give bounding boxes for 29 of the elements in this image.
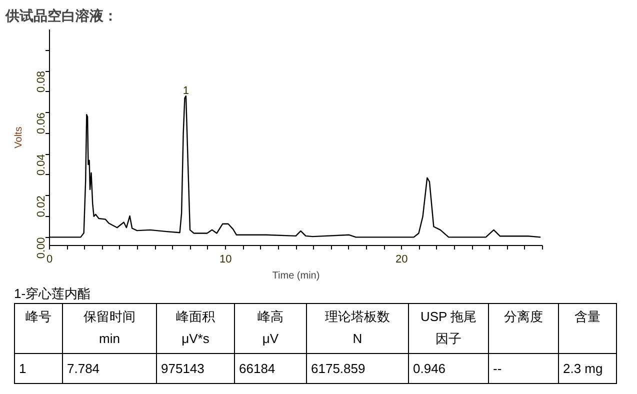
text: 6175.859 (306, 354, 408, 384)
x-axis-title: Time (min) (272, 270, 320, 282)
text: 975143 (156, 354, 234, 384)
text: 0.946 (408, 354, 488, 384)
text: 理论塔板数 N (306, 304, 408, 354)
y-axis-title: Volts (14, 126, 24, 148)
text: -- (488, 354, 558, 384)
x-tick-label: 20 (396, 254, 408, 266)
text: 1-穿心莲内酯 (14, 285, 92, 303)
text: 保留时间 min (62, 304, 156, 354)
text: 峰高 μV (234, 304, 306, 354)
text: USP 拖尾因子 (419, 308, 478, 348)
y-tick-label: 0.00 (36, 237, 48, 259)
annotation: 1 (182, 84, 190, 97)
x-tick-label: 0 (46, 254, 53, 266)
text: 66184 (234, 354, 306, 384)
text: 2.3 mg (558, 354, 616, 384)
text: 1 (14, 354, 62, 384)
y-tick-label: 0.08 (36, 71, 48, 92)
text: 分离度 (488, 304, 558, 354)
text: 峰面积 μV*s (156, 304, 234, 354)
text: 7.784 (62, 354, 156, 384)
y-tick-label: 0.04 (36, 154, 48, 176)
text: 含量 (558, 304, 616, 354)
text: 峰号 (14, 304, 62, 354)
y-tick-label: 0.06 (36, 112, 48, 134)
x-tick-label: 10 (219, 254, 232, 266)
chart-title: 供试品空白溶液： (4, 8, 118, 24)
y-tick-label: 0.02 (36, 196, 48, 218)
